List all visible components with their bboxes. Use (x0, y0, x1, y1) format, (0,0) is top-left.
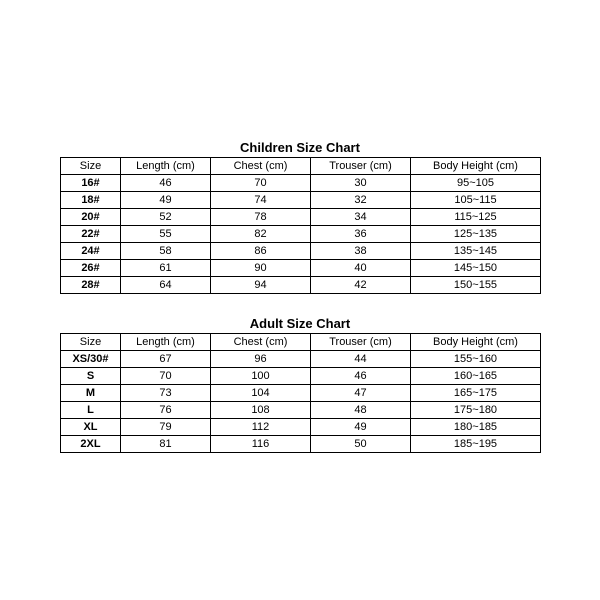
cell-size: 28# (61, 277, 121, 294)
cell-trouser: 44 (311, 351, 411, 368)
cell-length: 55 (121, 226, 211, 243)
cell-chest: 112 (211, 419, 311, 436)
page: Children Size Chart Size Length (cm) Che… (0, 0, 600, 600)
table-row: XS/30# 67 96 44 155~160 (61, 351, 541, 368)
cell-length: 70 (121, 368, 211, 385)
col-header-trouser: Trouser (cm) (311, 334, 411, 351)
col-header-chest: Chest (cm) (211, 158, 311, 175)
table-header-row: Size Length (cm) Chest (cm) Trouser (cm)… (61, 158, 541, 175)
children-chart-block: Children Size Chart Size Length (cm) Che… (60, 140, 540, 294)
cell-bodyheight: 155~160 (411, 351, 541, 368)
cell-length: 79 (121, 419, 211, 436)
cell-trouser: 48 (311, 402, 411, 419)
col-header-bodyheight: Body Height (cm) (411, 334, 541, 351)
cell-bodyheight: 95~105 (411, 175, 541, 192)
col-header-size: Size (61, 334, 121, 351)
cell-trouser: 46 (311, 368, 411, 385)
cell-size: 26# (61, 260, 121, 277)
cell-chest: 90 (211, 260, 311, 277)
table-row: S 70 100 46 160~165 (61, 368, 541, 385)
col-header-chest: Chest (cm) (211, 334, 311, 351)
cell-bodyheight: 125~135 (411, 226, 541, 243)
cell-trouser: 30 (311, 175, 411, 192)
cell-trouser: 47 (311, 385, 411, 402)
cell-trouser: 38 (311, 243, 411, 260)
col-header-size: Size (61, 158, 121, 175)
cell-length: 81 (121, 436, 211, 453)
cell-chest: 94 (211, 277, 311, 294)
table-row: 26# 61 90 40 145~150 (61, 260, 541, 277)
cell-chest: 82 (211, 226, 311, 243)
col-header-bodyheight: Body Height (cm) (411, 158, 541, 175)
cell-size: 20# (61, 209, 121, 226)
cell-size: S (61, 368, 121, 385)
table-row: 20# 52 78 34 115~125 (61, 209, 541, 226)
cell-bodyheight: 185~195 (411, 436, 541, 453)
cell-length: 52 (121, 209, 211, 226)
cell-bodyheight: 135~145 (411, 243, 541, 260)
cell-size: XS/30# (61, 351, 121, 368)
cell-size: 18# (61, 192, 121, 209)
cell-length: 46 (121, 175, 211, 192)
cell-chest: 100 (211, 368, 311, 385)
cell-length: 73 (121, 385, 211, 402)
cell-trouser: 36 (311, 226, 411, 243)
cell-trouser: 49 (311, 419, 411, 436)
cell-bodyheight: 175~180 (411, 402, 541, 419)
cell-bodyheight: 150~155 (411, 277, 541, 294)
cell-size: 24# (61, 243, 121, 260)
cell-bodyheight: 160~165 (411, 368, 541, 385)
table-row: XL 79 112 49 180~185 (61, 419, 541, 436)
adult-chart-title: Adult Size Chart (60, 316, 540, 331)
cell-chest: 96 (211, 351, 311, 368)
cell-chest: 108 (211, 402, 311, 419)
table-row: 24# 58 86 38 135~145 (61, 243, 541, 260)
cell-chest: 70 (211, 175, 311, 192)
cell-trouser: 42 (311, 277, 411, 294)
cell-length: 67 (121, 351, 211, 368)
cell-bodyheight: 180~185 (411, 419, 541, 436)
table-row: M 73 104 47 165~175 (61, 385, 541, 402)
cell-length: 64 (121, 277, 211, 294)
table-row: 2XL 81 116 50 185~195 (61, 436, 541, 453)
table-row: 22# 55 82 36 125~135 (61, 226, 541, 243)
cell-chest: 78 (211, 209, 311, 226)
cell-bodyheight: 105~115 (411, 192, 541, 209)
cell-trouser: 32 (311, 192, 411, 209)
col-header-trouser: Trouser (cm) (311, 158, 411, 175)
cell-bodyheight: 145~150 (411, 260, 541, 277)
cell-chest: 104 (211, 385, 311, 402)
adult-chart-block: Adult Size Chart Size Length (cm) Chest … (60, 316, 540, 453)
cell-size: 16# (61, 175, 121, 192)
col-header-length: Length (cm) (121, 334, 211, 351)
table-header-row: Size Length (cm) Chest (cm) Trouser (cm)… (61, 334, 541, 351)
cell-bodyheight: 115~125 (411, 209, 541, 226)
children-chart-title: Children Size Chart (60, 140, 540, 155)
table-row: 18# 49 74 32 105~115 (61, 192, 541, 209)
cell-chest: 86 (211, 243, 311, 260)
adult-size-table: Size Length (cm) Chest (cm) Trouser (cm)… (60, 333, 541, 453)
cell-size: 2XL (61, 436, 121, 453)
children-size-table: Size Length (cm) Chest (cm) Trouser (cm)… (60, 157, 541, 294)
cell-size: M (61, 385, 121, 402)
table-row: 28# 64 94 42 150~155 (61, 277, 541, 294)
cell-size: 22# (61, 226, 121, 243)
cell-chest: 74 (211, 192, 311, 209)
cell-length: 76 (121, 402, 211, 419)
cell-size: L (61, 402, 121, 419)
cell-bodyheight: 165~175 (411, 385, 541, 402)
cell-length: 61 (121, 260, 211, 277)
cell-length: 58 (121, 243, 211, 260)
cell-chest: 116 (211, 436, 311, 453)
cell-length: 49 (121, 192, 211, 209)
cell-trouser: 50 (311, 436, 411, 453)
table-row: 16# 46 70 30 95~105 (61, 175, 541, 192)
cell-trouser: 34 (311, 209, 411, 226)
cell-size: XL (61, 419, 121, 436)
cell-trouser: 40 (311, 260, 411, 277)
col-header-length: Length (cm) (121, 158, 211, 175)
table-row: L 76 108 48 175~180 (61, 402, 541, 419)
